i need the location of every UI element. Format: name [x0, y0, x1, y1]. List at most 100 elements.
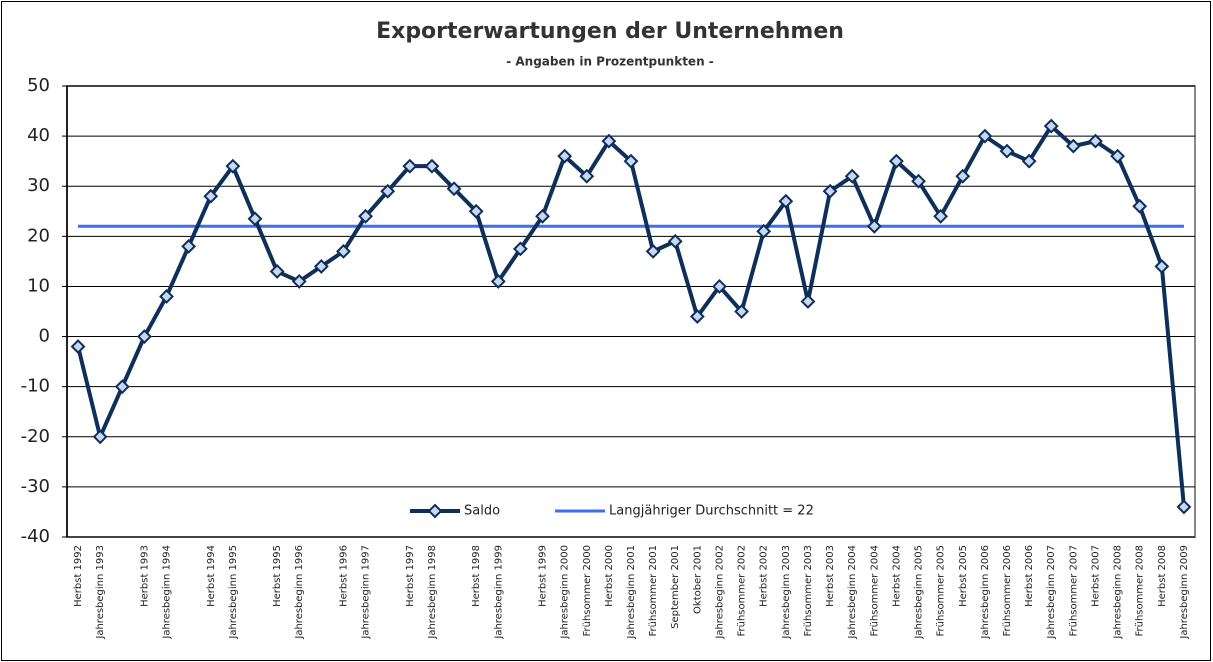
data-point: [911, 173, 926, 189]
data-point: [712, 279, 727, 294]
x-tick-label: Frühsommer 2002: [737, 545, 748, 637]
y-tick-label: 50: [27, 75, 50, 96]
x-tick-label: Herbst 2008: [1157, 545, 1168, 607]
x-tick-label: Frühsommer 2003: [803, 545, 814, 637]
data-point: [844, 168, 860, 184]
data-point: [136, 329, 152, 344]
x-tick-label: Herbst 1999: [538, 545, 549, 607]
x-tick-label: Herbst 1998: [471, 545, 482, 607]
data-point: [999, 143, 1015, 159]
x-tick-label: Jahresbeginn 2005: [914, 545, 925, 640]
x-tick-label: Herbst 1996: [338, 545, 349, 607]
data-point: [336, 243, 351, 259]
data-point: [955, 168, 971, 184]
x-tick-label: Herbst 2005: [958, 545, 969, 607]
data-point: [623, 153, 639, 169]
chart-subtitle: - Angaben in Prozentpunkten -: [506, 55, 714, 69]
plot-area: [66, 85, 1196, 538]
legend-label: Langjähriger Durchschnitt = 22: [609, 504, 814, 519]
x-tick-label: Jahresbeginn 1994: [162, 545, 173, 640]
x-tick-label: Herbst 1997: [405, 545, 416, 607]
data-point: [1088, 133, 1103, 149]
x-tick-label: Oktober 2001: [692, 545, 703, 614]
data-point: [159, 289, 174, 304]
x-tick-label: Jahresbeginn 2004: [847, 545, 858, 640]
x-tick-label: Frühsommer 2000: [582, 545, 593, 637]
y-tick-label: 10: [27, 275, 50, 296]
data-point: [1154, 258, 1170, 274]
y-tick-label: 0: [39, 326, 50, 347]
y-tick-label: -20: [21, 426, 50, 447]
data-point: [269, 263, 285, 279]
data-point: [1110, 148, 1126, 164]
data-point: [888, 153, 904, 169]
x-tick-label: Herbst 1992: [73, 545, 84, 607]
data-point: [181, 238, 197, 254]
data-point: [313, 258, 329, 274]
x-tick-label: Jahresbeginn 2009: [1179, 545, 1190, 640]
x-tick-label: Jahresbeginn 2000: [560, 545, 571, 640]
data-point: [247, 211, 263, 227]
data-point: [114, 379, 130, 395]
data-point: [1132, 198, 1148, 214]
x-tick-label: Herbst 2000: [604, 545, 615, 607]
x-tick-label: Herbst 2002: [759, 545, 770, 607]
data-point: [1043, 118, 1059, 134]
x-tick-label: Herbst 1993: [139, 545, 150, 607]
x-tick-label: Frühsommer 2004: [869, 545, 880, 637]
y-tick-label: 30: [27, 175, 50, 196]
data-point: [734, 304, 750, 319]
y-tick-label: -40: [21, 526, 50, 547]
data-point: [424, 158, 440, 174]
data-point: [579, 168, 595, 184]
data-point: [689, 309, 705, 324]
x-tick-label: Herbst 2003: [825, 545, 836, 607]
data-point: [778, 193, 794, 209]
y-tick-label: 20: [27, 225, 50, 246]
data-point: [225, 158, 241, 174]
data-point: [512, 241, 528, 257]
data-point: [822, 183, 838, 199]
y-tick-label: 40: [27, 125, 50, 146]
data-point: [203, 188, 219, 204]
data-point: [557, 148, 573, 164]
x-tick-label: Jahresbeginn 1995: [228, 545, 239, 640]
x-tick-label: Jahresbeginn 2002: [714, 545, 725, 640]
x-tick-label: Jahresbeginn 1999: [493, 545, 504, 640]
data-point: [380, 183, 396, 199]
x-tick-label: September 2001: [670, 545, 681, 629]
data-point: [358, 208, 374, 224]
data-point: [468, 203, 484, 219]
x-tick-label: Jahresbeginn 1998: [427, 545, 438, 640]
data-point: [291, 274, 307, 289]
x-tick-label: Herbst 2007: [1090, 545, 1101, 607]
data-point: [490, 274, 506, 289]
data-point: [535, 208, 550, 224]
y-tick-label: -30: [21, 476, 50, 497]
x-tick-label: Jahresbeginn 2007: [1046, 545, 1057, 640]
x-tick-label: Jahresbeginn 1996: [294, 545, 305, 640]
data-point: [1021, 153, 1037, 169]
x-tick-label: Herbst 2006: [1024, 545, 1035, 607]
data-point: [70, 339, 86, 354]
data-point: [601, 133, 617, 149]
data-point: [866, 218, 882, 234]
data-point: [977, 128, 993, 144]
x-tick-label: Herbst 1994: [206, 545, 217, 607]
x-tick-label: Jahresbeginn 2008: [1113, 545, 1124, 640]
x-tick-label: Jahresbeginn 2001: [626, 545, 637, 640]
legend-marker: [427, 503, 443, 519]
x-tick-label: Frühsommer 2001: [648, 545, 659, 637]
legend-label: Saldo: [464, 504, 500, 519]
data-point: [446, 181, 462, 197]
x-tick-label: Frühsommer 2005: [936, 545, 947, 637]
data-point: [92, 429, 108, 445]
x-tick-label: Frühsommer 2007: [1068, 545, 1079, 637]
x-tick-label: Frühsommer 2008: [1135, 545, 1146, 637]
x-tick-label: Jahresbeginn 2003: [781, 545, 792, 640]
data-point: [645, 243, 661, 259]
x-tick-label: Jahresbeginn 1997: [361, 545, 372, 640]
data-point: [667, 233, 683, 249]
x-tick-label: Frühsommer 2006: [1002, 545, 1013, 637]
